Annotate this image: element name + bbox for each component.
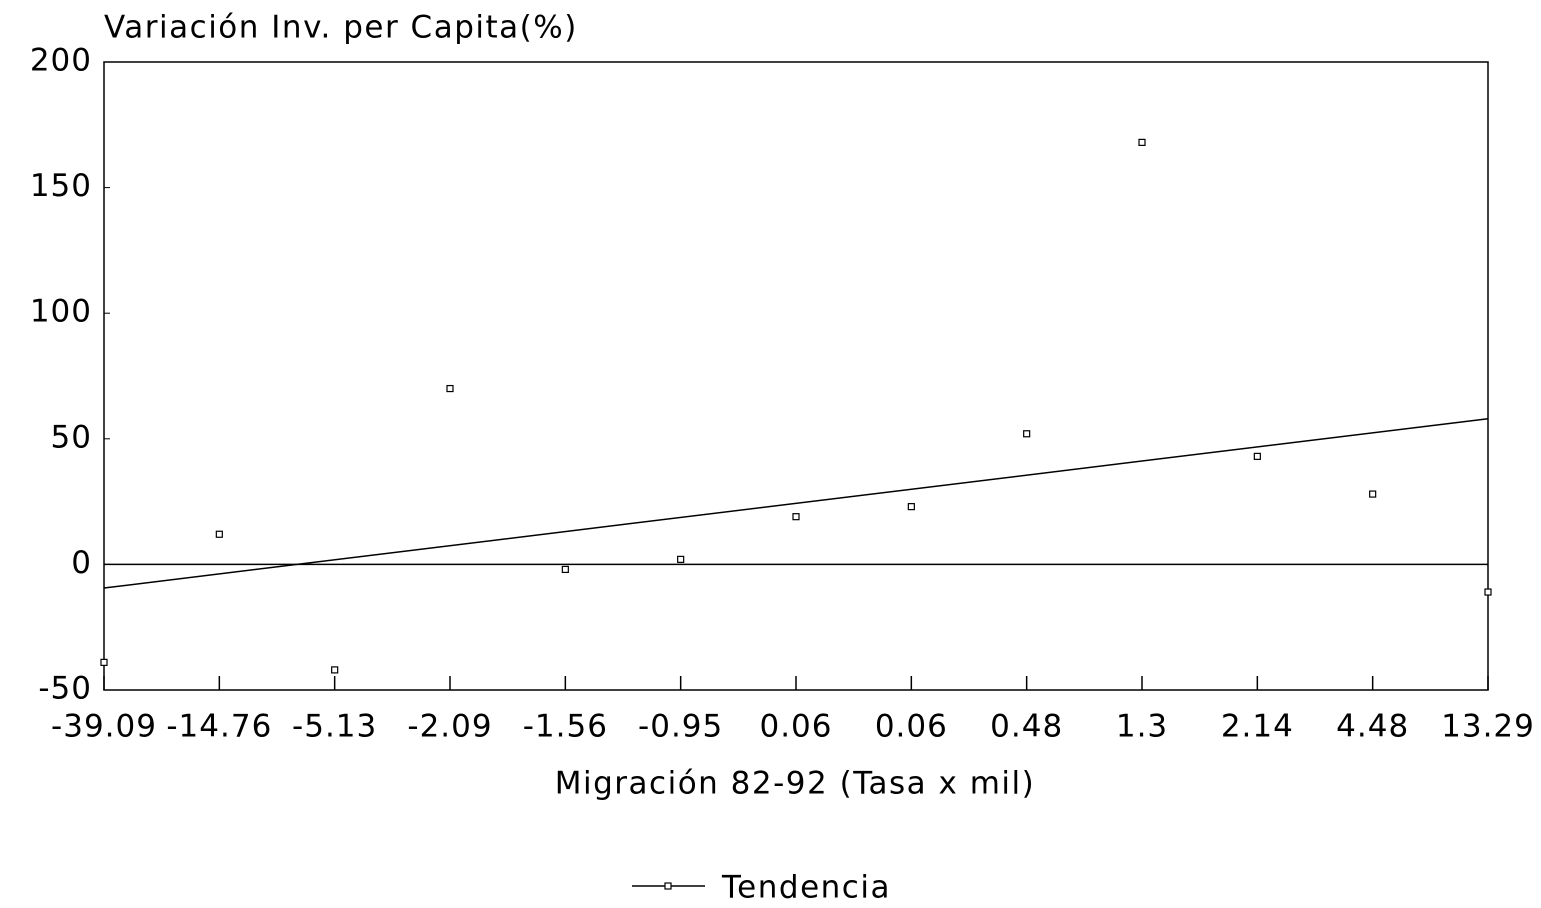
marker (907, 503, 915, 511)
marker (1023, 430, 1031, 438)
trend-line (103, 417, 1489, 589)
plot-frame (103, 61, 1489, 691)
x-tick-label: -2.09 (407, 709, 492, 745)
marker (100, 658, 108, 666)
marker (664, 882, 672, 890)
y-tick-label: -50 (38, 671, 92, 707)
x-tick-label: 1.3 (1116, 709, 1168, 745)
marker (561, 565, 569, 574)
marker (331, 666, 339, 674)
marker (677, 555, 685, 563)
y-tick-label: 0 (71, 545, 92, 581)
x-tick-label: -5.13 (292, 709, 377, 745)
x-tick-label: -1.56 (523, 709, 608, 745)
y-tick-label: 50 (51, 419, 92, 455)
x-tick-label: 2.14 (1221, 709, 1294, 745)
chart-title: Variación Inv. per Capita(%) (104, 10, 578, 46)
y-tick-label: 200 (30, 43, 92, 79)
x-tick-label: 13.29 (1441, 709, 1535, 745)
legend-label: Tendencia (721, 870, 891, 906)
marker (1369, 490, 1377, 498)
marker (1484, 588, 1492, 596)
marker (215, 530, 223, 538)
y-tick-label: 100 (30, 294, 92, 330)
x-tick-label: 0.48 (990, 709, 1063, 745)
x-tick-label: -14.76 (166, 709, 272, 745)
x-tick-label: 0.06 (759, 709, 832, 745)
marker (1138, 138, 1146, 146)
x-axis-label: Migración 82-92 (Tasa x mil) (555, 766, 1035, 802)
x-tick-label: -39.09 (51, 709, 157, 745)
marker (1253, 452, 1261, 460)
y-tick-label: 150 (30, 168, 92, 204)
x-tick-label: 4.48 (1336, 709, 1409, 745)
x-tick-label: -0.95 (638, 709, 723, 745)
marker (446, 384, 454, 393)
marker (792, 513, 800, 521)
x-tick-label: 0.06 (875, 709, 948, 745)
